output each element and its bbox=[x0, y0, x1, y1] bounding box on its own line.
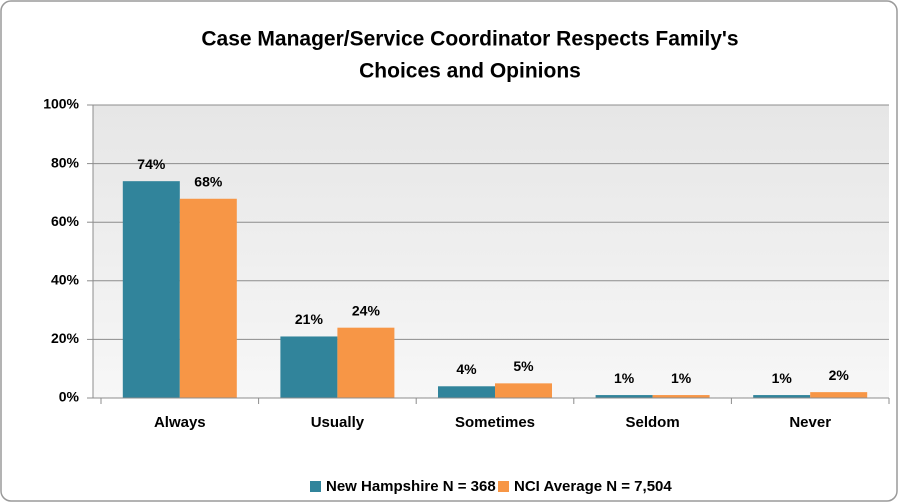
x-tick-label: Always bbox=[154, 414, 206, 431]
y-tick-label: 80% bbox=[51, 154, 80, 170]
y-tick-label: 60% bbox=[51, 213, 80, 229]
x-tick-label: Never bbox=[789, 414, 831, 431]
bar bbox=[280, 336, 338, 398]
data-label: 68% bbox=[194, 173, 223, 189]
chart-title: Case Manager/Service Coordinator Respect… bbox=[201, 28, 738, 51]
data-label: 1% bbox=[671, 370, 692, 386]
bar bbox=[652, 395, 710, 398]
legend-swatch bbox=[310, 481, 321, 492]
data-label: 24% bbox=[352, 302, 381, 318]
bar bbox=[495, 383, 552, 398]
data-label: 1% bbox=[772, 370, 793, 386]
y-tick-label: 40% bbox=[51, 272, 80, 288]
bar bbox=[753, 395, 811, 398]
x-tick-label: Sometimes bbox=[455, 414, 535, 431]
data-label: 2% bbox=[829, 367, 850, 383]
data-label: 74% bbox=[137, 156, 166, 172]
x-tick-label: Seldom bbox=[626, 414, 680, 431]
chart-title: Choices and Opinions bbox=[359, 60, 581, 83]
legend-label: NCI Average N = 7,504 bbox=[514, 478, 672, 495]
legend-label: New Hampshire N = 368 bbox=[326, 478, 496, 495]
bar bbox=[337, 327, 395, 398]
data-label: 1% bbox=[614, 370, 635, 386]
bar bbox=[438, 386, 495, 398]
x-tick-label: Usually bbox=[311, 414, 365, 431]
bar bbox=[810, 392, 868, 398]
data-label: 5% bbox=[513, 358, 534, 374]
bar bbox=[179, 198, 237, 398]
data-label: 21% bbox=[295, 311, 324, 327]
y-tick-label: 100% bbox=[43, 96, 79, 112]
data-label: 4% bbox=[456, 361, 477, 377]
bar bbox=[595, 395, 653, 398]
legend-swatch bbox=[498, 481, 509, 492]
bar bbox=[122, 181, 180, 398]
y-tick-label: 0% bbox=[59, 389, 80, 405]
y-tick-label: 20% bbox=[51, 330, 80, 346]
